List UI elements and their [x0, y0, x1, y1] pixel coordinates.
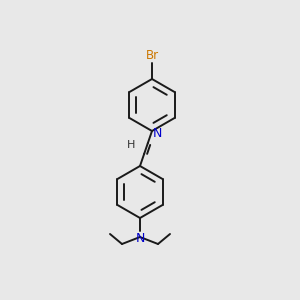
Text: N: N	[153, 127, 162, 140]
Text: H: H	[127, 140, 135, 150]
Text: Br: Br	[146, 49, 159, 62]
Text: N: N	[135, 232, 145, 245]
